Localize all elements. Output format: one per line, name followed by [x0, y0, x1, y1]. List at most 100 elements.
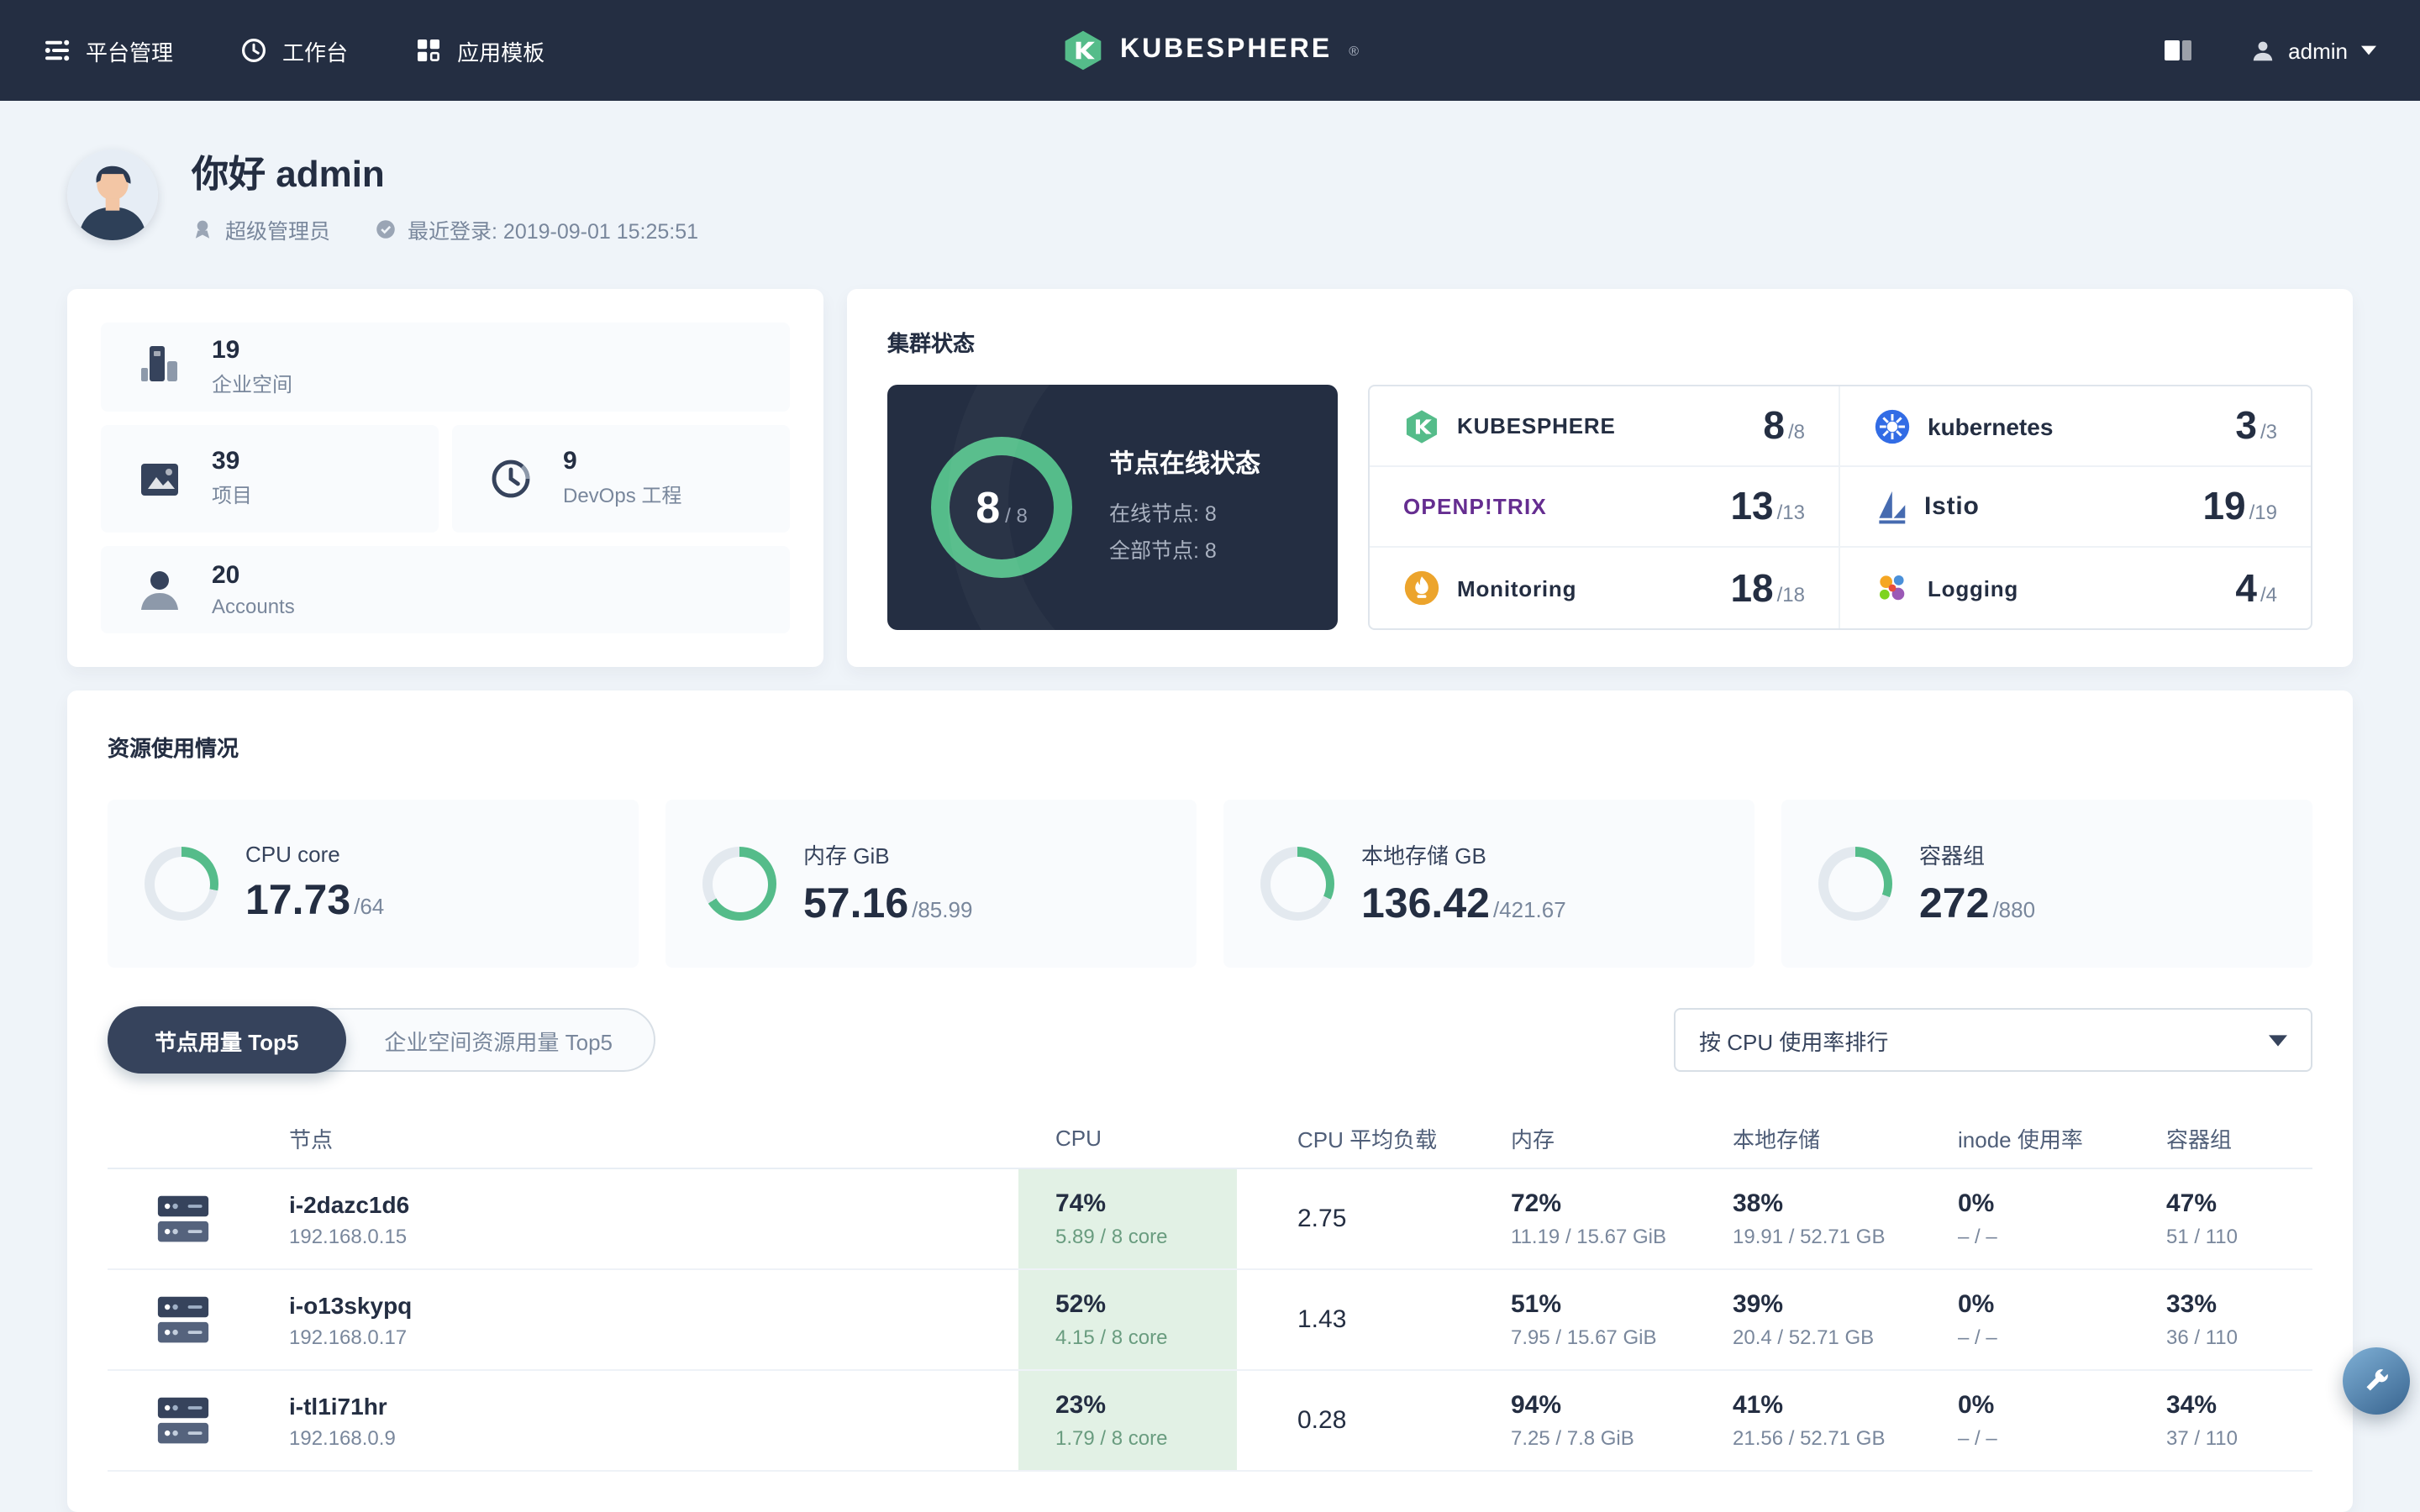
nav-platform-management[interactable]: 平台管理: [44, 34, 173, 66]
pods-value: 272: [1919, 880, 1990, 927]
cpu-load: 2.75: [1297, 1205, 1347, 1233]
avatar[interactable]: [67, 150, 158, 240]
storage-cell: 38% 19.91 / 52.71 GB: [1699, 1189, 1924, 1248]
pods-detail: 51 / 110: [2166, 1225, 2238, 1248]
usage-tabs: 节点用量 Top5 企业空间资源用量 Top5: [108, 1006, 655, 1074]
greeting-text: 你好 admin 超级管理员 最近登录: 2019-09-01 15:25:51: [192, 144, 698, 245]
table-row[interactable]: i-2dazc1d6 192.168.0.15 74% 5.89 / 8 cor…: [108, 1169, 2312, 1270]
mem-pct: 72%: [1511, 1189, 1562, 1218]
node-name[interactable]: i-tl1i71hr: [289, 1392, 387, 1419]
tab-node-usage-top5[interactable]: 节点用量 Top5: [108, 1006, 346, 1074]
cpu-pct: 74%: [1055, 1189, 1107, 1218]
resource-stats: CPU core 17.73/64 内存 GiB 57.16/85.99 本地存…: [108, 800, 2312, 968]
node-name[interactable]: i-o13skypq: [289, 1291, 413, 1318]
monitoring-icon: [1403, 570, 1440, 606]
memory-cell: 94% 7.25 / 7.8 GiB: [1477, 1391, 1699, 1450]
topbar-nav: 平台管理 工作台 应用模板: [44, 34, 544, 66]
table-row[interactable]: i-o13skypq 192.168.0.17 52% 4.15 / 8 cor…: [108, 1270, 2312, 1371]
disk-detail: 20.4 / 52.71 GB: [1733, 1326, 1875, 1349]
sort-by-cpu-dropdown[interactable]: 按 CPU 使用率排行: [1674, 1008, 2312, 1072]
toolbox-fab-button[interactable]: [2343, 1347, 2410, 1415]
node-ip: 192.168.0.9: [289, 1425, 396, 1449]
stat-pods: 容器组 272/880: [1781, 800, 2312, 968]
inode-pct: 0%: [1958, 1189, 1995, 1218]
nav-workbench[interactable]: 工作台: [240, 34, 348, 66]
stat-local-storage: 本地存储 GB 136.42/421.67: [1223, 800, 1754, 968]
table-row[interactable]: i-tl1i71hr 192.168.0.9 23% 1.79 / 8 core…: [108, 1371, 2312, 1472]
component-value: 8: [1763, 403, 1785, 447]
inode-pct: 0%: [1958, 1391, 1995, 1420]
cpu-value: 17.73: [245, 877, 351, 924]
cluster-status-card: 集群状态 8 / 8 节点在线状态 在线节点: 8 全部节点: 8: [847, 289, 2353, 667]
node-name[interactable]: i-2dazc1d6: [289, 1190, 410, 1217]
node-online-donut: 8 / 8: [931, 437, 1072, 578]
platform-icon: [44, 37, 71, 64]
pods-donut: [1818, 847, 1892, 921]
pods-pct: 47%: [2166, 1189, 2217, 1218]
component-value: 4: [2235, 565, 2257, 609]
inode-cell: 0% – / –: [1924, 1290, 2133, 1349]
mem-pct: 51%: [1511, 1290, 1562, 1319]
node-status-text: 节点在线状态 在线节点: 8 全部节点: 8: [1109, 444, 1260, 570]
cpu-load: 0.28: [1297, 1406, 1347, 1435]
projects-count: 39: [212, 447, 240, 475]
component-name: KUBESPHERE: [1457, 413, 1616, 438]
topbar: 平台管理 工作台 应用模板 KUBESPHERE ®: [0, 0, 2420, 101]
workspaces-label: 企业空间: [212, 372, 293, 396]
cpu-load-cell: 1.43: [1264, 1305, 1477, 1334]
devops-count: 9: [563, 447, 577, 475]
chevron-down-icon: [2361, 45, 2376, 55]
memory-donut: [702, 847, 776, 921]
component-openpitrix: OPENP!TRIX 13/13: [1370, 467, 1840, 548]
node-online-line: 在线节点: 8: [1109, 501, 1217, 525]
component-value: 19: [2202, 484, 2246, 528]
role-label: 超级管理员: [225, 220, 331, 244]
node-total-line: 全部节点: 8: [1109, 539, 1217, 563]
nav-label: 工作台: [282, 39, 349, 65]
storage-cell: 39% 20.4 / 52.71 GB: [1699, 1290, 1924, 1349]
component-total: /3: [2260, 420, 2277, 444]
user-icon: [2249, 38, 2275, 63]
user-menu[interactable]: admin: [2249, 38, 2376, 63]
storage-donut: [1260, 847, 1334, 921]
greeting-section: 你好 admin 超级管理员 最近登录: 2019-09-01 15:25:51: [67, 144, 2353, 245]
nav-app-templates[interactable]: 应用模板: [415, 34, 544, 66]
node-table-header: 节点 CPU CPU 平均负载 内存 本地存储 inode 使用率 容器组: [108, 1109, 2312, 1169]
tab-workspace-usage-top5[interactable]: 企业空间资源用量 Top5: [384, 1029, 613, 1054]
accounts-label: Accounts: [212, 594, 295, 618]
component-kubernetes: kubernetes 3/3: [1840, 386, 2311, 467]
pods-pct: 33%: [2166, 1290, 2217, 1319]
brand-registered-mark: ®: [1349, 43, 1360, 58]
nav-label: 应用模板: [457, 39, 545, 65]
disk-pct: 38%: [1733, 1189, 1784, 1218]
memory-value: 57.16: [803, 880, 909, 927]
clock-check-icon: [374, 218, 396, 240]
devops-label: DevOps 工程: [563, 484, 682, 507]
stat-devops[interactable]: 9 DevOps 工程: [452, 424, 790, 532]
workspace-icon: [134, 342, 185, 392]
pods-cell: 34% 37 / 110: [2133, 1391, 2312, 1450]
storage-cell: 41% 21.56 / 52.71 GB: [1699, 1391, 1924, 1450]
col-storage: 本地存储: [1733, 1127, 1821, 1152]
stat-workspaces[interactable]: 19 企业空间: [101, 323, 790, 411]
disk-pct: 39%: [1733, 1290, 1784, 1319]
split-panel-icon[interactable]: [2162, 37, 2192, 64]
mem-detail: 7.95 / 15.67 GiB: [1511, 1326, 1657, 1349]
cpu-usage-cell: 52% 4.15 / 8 core: [1018, 1270, 1237, 1369]
dropdown-caret-icon: [2269, 1034, 2287, 1046]
component-value: 3: [2235, 403, 2257, 447]
istio-icon: [1874, 488, 1907, 525]
stat-projects[interactable]: 39 项目: [101, 424, 439, 532]
component-total: /19: [2249, 501, 2277, 524]
component-monitoring: Monitoring 18/18: [1370, 548, 1840, 628]
disk-pct: 41%: [1733, 1391, 1784, 1420]
stat-accounts[interactable]: 20 Accounts: [101, 545, 790, 633]
node-online-tile[interactable]: 8 / 8 节点在线状态 在线节点: 8 全部节点: 8: [887, 385, 1338, 630]
brand-logo[interactable]: KUBESPHERE ®: [1061, 29, 1359, 72]
accounts-count: 20: [212, 560, 240, 590]
last-login: 最近登录: 2019-09-01 15:25:51: [374, 213, 698, 245]
node-online-value: 8: [976, 481, 1001, 532]
pods-cell: 33% 36 / 110: [2133, 1290, 2312, 1349]
app-templates-icon: [415, 37, 442, 64]
col-memory: 内存: [1511, 1127, 1555, 1152]
